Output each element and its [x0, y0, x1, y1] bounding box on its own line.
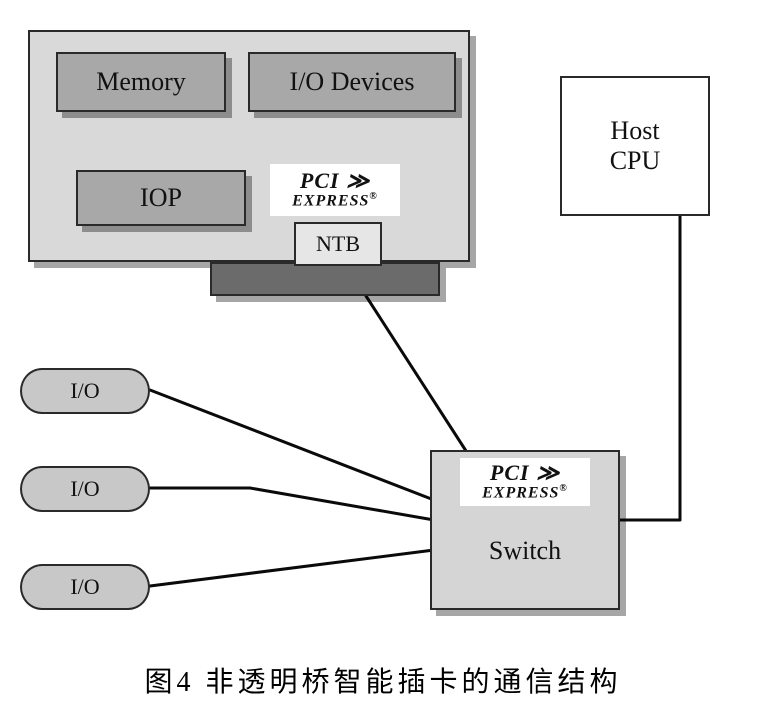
io2-label: I/O: [70, 476, 99, 502]
iop-label: IOP: [140, 183, 182, 213]
figure-caption: 图4 非透明桥智能插卡的通信结构: [0, 660, 766, 700]
io-cylinder-2: I/O: [20, 466, 150, 512]
memory-label: Memory: [96, 67, 186, 97]
pci-express-logo-top: PCI ≫ EXPRESS®: [270, 164, 400, 216]
pci2-line2: EXPRESS: [482, 485, 559, 502]
ntb-block: NTB: [294, 222, 382, 266]
slot-bar: [210, 262, 440, 296]
host-cpu-block: Host CPU: [560, 76, 710, 216]
io-cylinder-1: I/O: [20, 368, 150, 414]
switch-label: Switch: [489, 536, 561, 566]
diagram-canvas: Memory I/O Devices IOP PCI ≫ EXPRESS® NT…: [0, 0, 766, 712]
iop-block: IOP: [76, 170, 246, 226]
pci2-logo-text: PCI ≫ EXPRESS®: [482, 462, 568, 501]
io-devices-block: I/O Devices: [248, 52, 456, 112]
pci1-line2: EXPRESS: [292, 193, 369, 210]
ntb-label: NTB: [316, 231, 360, 257]
io1-label: I/O: [70, 378, 99, 404]
hostcpu-line2: CPU: [610, 146, 661, 176]
memory-block: Memory: [56, 52, 226, 112]
io-devices-label: I/O Devices: [290, 67, 415, 97]
pci2-line1: PCI ≫: [490, 460, 560, 485]
pci-logo-text: PCI ≫ EXPRESS®: [292, 170, 378, 209]
io3-label: I/O: [70, 574, 99, 600]
pci1-line1: PCI ≫: [300, 168, 370, 193]
switch-block: PCI ≫ EXPRESS® Switch: [430, 450, 620, 610]
io-cylinder-3: I/O: [20, 564, 150, 610]
host-cpu-label: Host CPU: [610, 116, 661, 176]
pci-express-logo-switch: PCI ≫ EXPRESS®: [460, 458, 590, 506]
hostcpu-line1: Host: [610, 116, 661, 146]
